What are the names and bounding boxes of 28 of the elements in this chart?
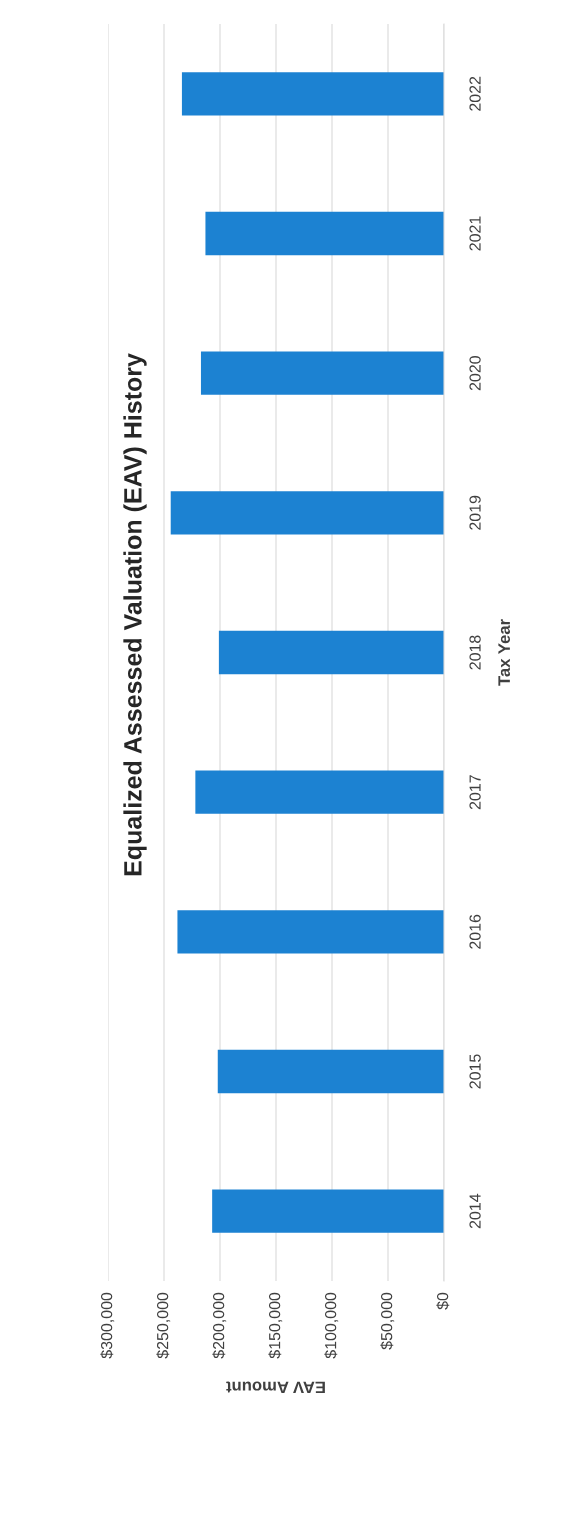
x-tick-label: $100,000 <box>324 1292 339 1359</box>
x-axis-title: EAV Amount <box>226 1381 325 1394</box>
bar <box>195 770 444 814</box>
y-tick-label: 2015 <box>469 1054 481 1089</box>
bar <box>200 351 444 395</box>
y-tick-label: 2014 <box>469 1193 481 1229</box>
bar <box>218 630 444 675</box>
y-tick-label: 2021 <box>469 216 481 251</box>
x-tick-label: $0 <box>436 1292 450 1310</box>
y-tick-label: 2017 <box>469 775 481 810</box>
x-tick-label: $300,000 <box>100 1292 115 1359</box>
y-tick-label: 2019 <box>469 495 481 530</box>
bar <box>170 491 444 535</box>
y-tick-label: 2020 <box>469 356 481 391</box>
bar <box>205 211 444 256</box>
y-tick-label: 2016 <box>469 914 481 949</box>
bar <box>217 1049 444 1094</box>
x-tick-label: $50,000 <box>380 1292 395 1350</box>
bar <box>177 910 444 954</box>
bar <box>181 72 444 116</box>
y-axis-title: Tax Year <box>498 619 511 686</box>
x-tick-label: $250,000 <box>156 1292 171 1359</box>
y-tick-label: 2022 <box>469 76 481 111</box>
text: Equalized Assessed Valuation (EAV) History <box>123 353 147 876</box>
bar <box>212 1189 444 1233</box>
y-tick-label: 2018 <box>469 635 481 670</box>
x-tick-label: $150,000 <box>268 1292 283 1359</box>
x-tick-label: $200,000 <box>212 1292 227 1359</box>
